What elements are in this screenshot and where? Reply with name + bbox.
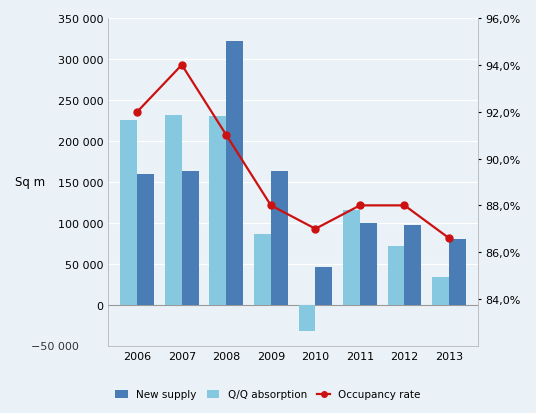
Bar bbox=[343, 210, 360, 305]
Y-axis label: Sq m: Sq m bbox=[15, 176, 45, 189]
Text: −50 000: −50 000 bbox=[31, 341, 79, 351]
Bar bbox=[165, 116, 182, 305]
Occupancy rate bbox=[134, 110, 140, 115]
Bar bbox=[182, 172, 199, 305]
Bar bbox=[360, 223, 377, 305]
Occupancy rate bbox=[446, 236, 452, 241]
Occupancy rate bbox=[178, 63, 185, 68]
Bar bbox=[121, 121, 137, 305]
Bar bbox=[405, 226, 421, 305]
Occupancy rate bbox=[401, 203, 408, 208]
Bar bbox=[271, 172, 288, 305]
Line: Occupancy rate: Occupancy rate bbox=[134, 62, 452, 242]
Legend: New supply, Q/Q absorption, Occupancy rate: New supply, Q/Q absorption, Occupancy ra… bbox=[111, 385, 425, 404]
Occupancy rate bbox=[312, 227, 318, 232]
Bar bbox=[432, 278, 449, 305]
Occupancy rate bbox=[223, 133, 229, 138]
Bar bbox=[226, 42, 243, 305]
Bar bbox=[388, 246, 405, 305]
Bar bbox=[137, 174, 154, 305]
Occupancy rate bbox=[357, 203, 363, 208]
Bar bbox=[315, 268, 332, 305]
Bar bbox=[210, 117, 226, 305]
Bar bbox=[299, 305, 315, 331]
Bar bbox=[449, 240, 466, 305]
Bar bbox=[254, 234, 271, 305]
Occupancy rate bbox=[267, 203, 274, 208]
